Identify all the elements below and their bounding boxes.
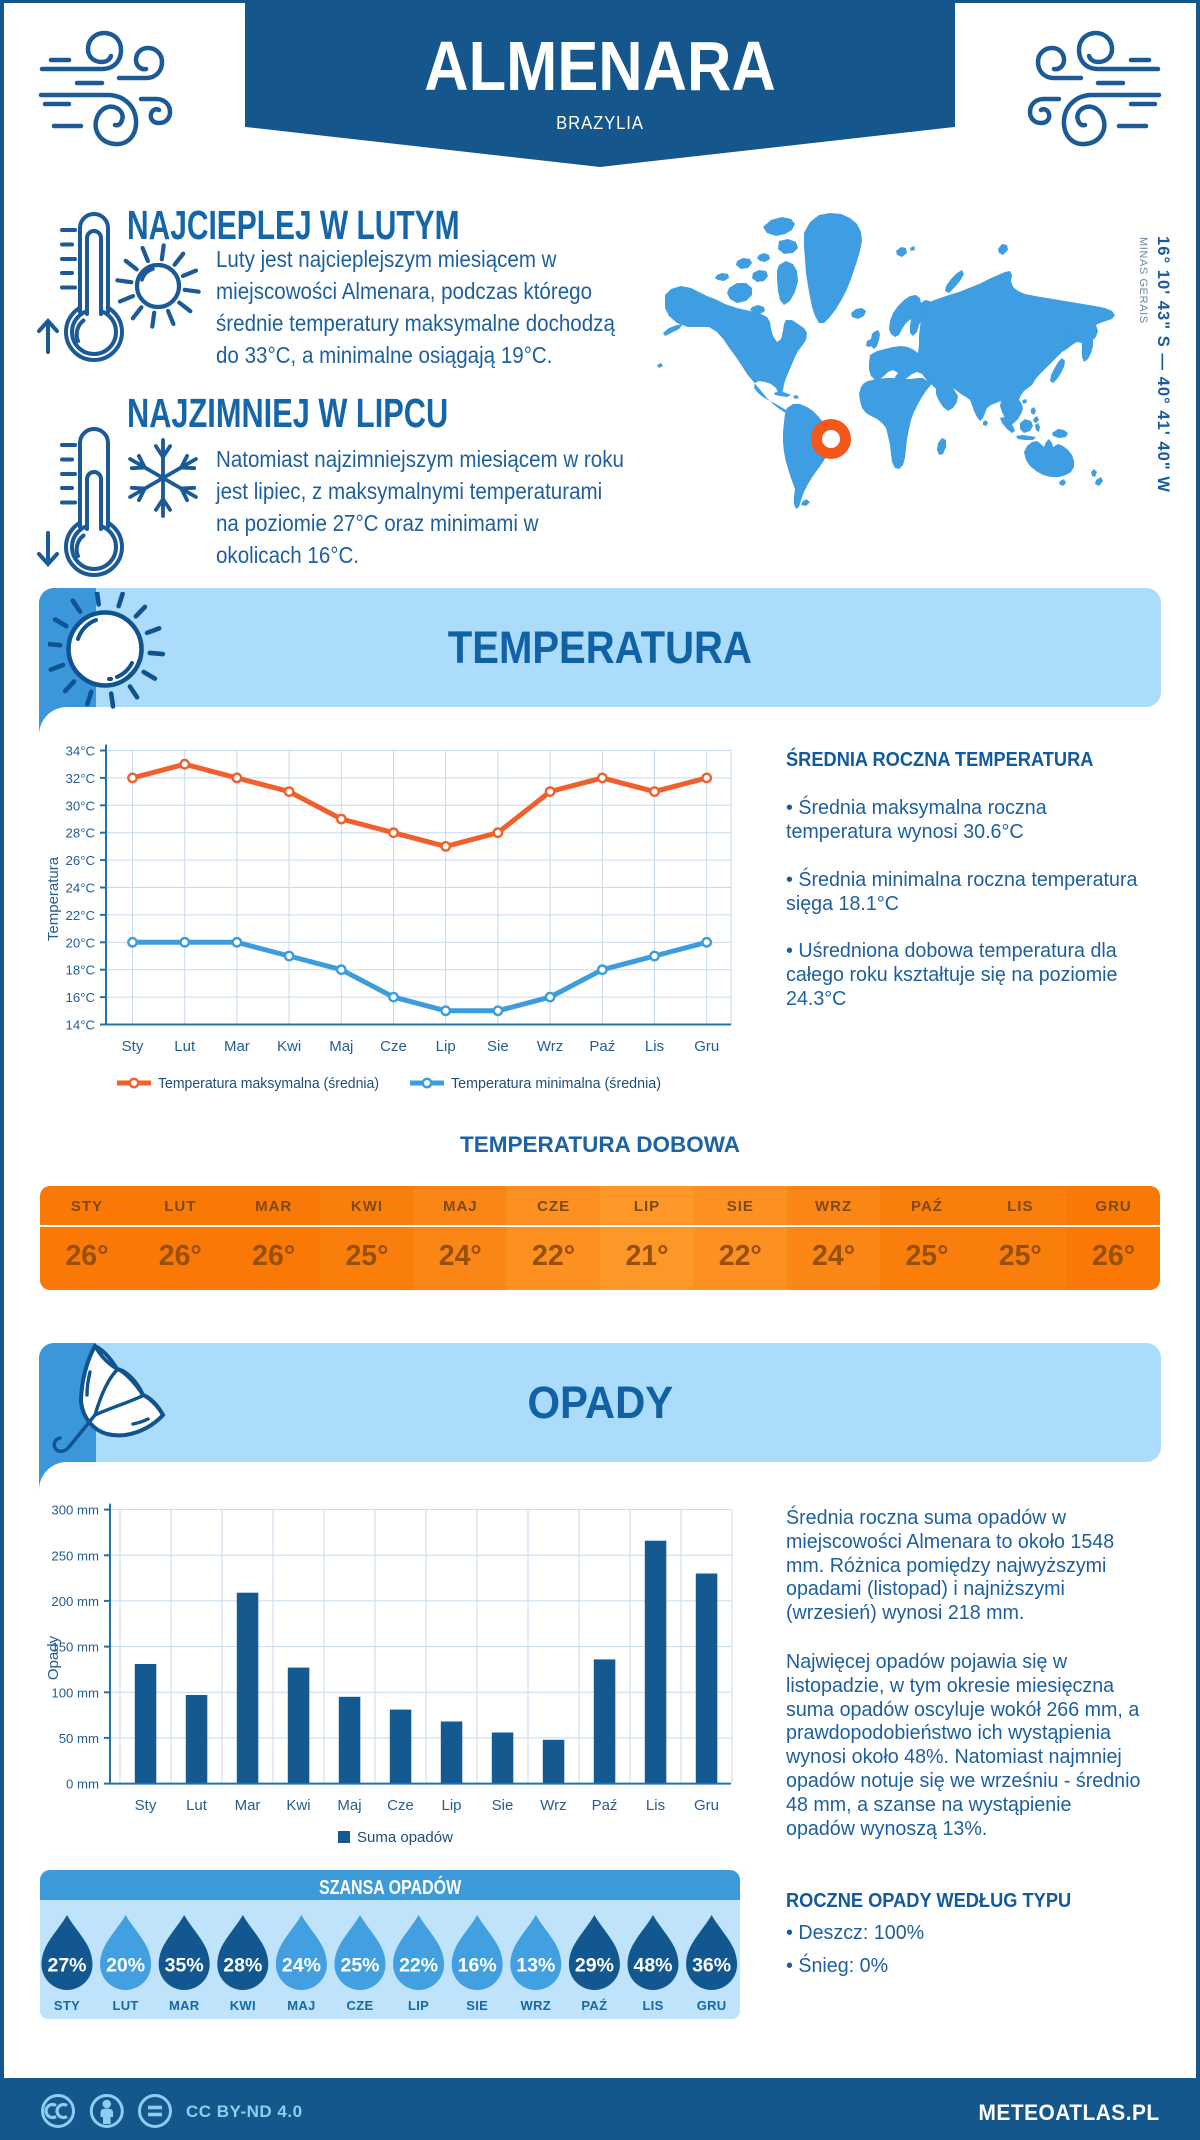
- svg-text:CZE: CZE: [347, 1998, 374, 2013]
- svg-text:Gru: Gru: [694, 1797, 719, 1814]
- svg-text:200 mm: 200 mm: [51, 1594, 99, 1609]
- svg-text:Sty: Sty: [122, 1038, 144, 1055]
- svg-text:Wrz: Wrz: [537, 1038, 563, 1055]
- svg-text:26°C: 26°C: [66, 853, 96, 868]
- svg-text:Suma opadów: Suma opadów: [357, 1829, 453, 1846]
- svg-text:300 mm: 300 mm: [51, 1503, 99, 1518]
- svg-text:Sie: Sie: [492, 1797, 514, 1814]
- svg-text:150 mm: 150 mm: [51, 1640, 99, 1655]
- svg-text:Maj: Maj: [337, 1797, 361, 1814]
- svg-text:25%: 25%: [340, 1955, 379, 1977]
- svg-text:22%: 22%: [399, 1955, 438, 1977]
- svg-text:LIP: LIP: [408, 1998, 429, 2013]
- svg-text:32°C: 32°C: [66, 771, 96, 786]
- svg-text:Lis: Lis: [645, 1038, 664, 1055]
- svg-text:Kwi: Kwi: [286, 1797, 310, 1814]
- svg-text:34°C: 34°C: [66, 744, 96, 759]
- svg-text:Temperatura maksymalna (średni: Temperatura maksymalna (średnia): [158, 1075, 379, 1092]
- svg-text:28°C: 28°C: [66, 826, 96, 841]
- svg-text:LUT: LUT: [113, 1998, 139, 2013]
- svg-text:13%: 13%: [516, 1955, 555, 1977]
- svg-text:100 mm: 100 mm: [51, 1685, 99, 1700]
- svg-text:Lip: Lip: [436, 1038, 456, 1055]
- svg-text:30°C: 30°C: [66, 798, 96, 813]
- svg-text:250 mm: 250 mm: [51, 1548, 99, 1563]
- svg-text:16%: 16%: [458, 1955, 497, 1977]
- svg-text:Sie: Sie: [487, 1038, 509, 1055]
- svg-text:36%: 36%: [692, 1955, 731, 1977]
- svg-text:Temperatura: Temperatura: [45, 856, 62, 941]
- svg-text:20%: 20%: [106, 1955, 145, 1977]
- svg-text:16°C: 16°C: [66, 990, 96, 1005]
- svg-text:Sty: Sty: [135, 1797, 157, 1814]
- svg-text:Mar: Mar: [235, 1797, 261, 1814]
- svg-text:Cze: Cze: [387, 1797, 414, 1814]
- svg-text:Lut: Lut: [186, 1797, 208, 1814]
- svg-text:MAJ: MAJ: [287, 1998, 315, 2013]
- svg-text:Lut: Lut: [174, 1038, 196, 1055]
- svg-text:Gru: Gru: [694, 1038, 719, 1055]
- svg-text:Maj: Maj: [329, 1038, 353, 1055]
- svg-text:SIE: SIE: [466, 1998, 488, 2013]
- svg-text:Paź: Paź: [592, 1797, 618, 1814]
- svg-text:14°C: 14°C: [66, 1018, 96, 1033]
- svg-text:Wrz: Wrz: [540, 1797, 566, 1814]
- svg-text:28%: 28%: [223, 1955, 262, 1977]
- svg-text:Mar: Mar: [224, 1038, 250, 1055]
- svg-text:27%: 27%: [47, 1955, 86, 1977]
- svg-text:Lis: Lis: [646, 1797, 665, 1814]
- svg-text:24%: 24%: [282, 1955, 321, 1977]
- svg-text:Temperatura minimalna (średnia: Temperatura minimalna (średnia): [451, 1075, 661, 1092]
- svg-text:KWI: KWI: [230, 1998, 256, 2013]
- svg-text:MAR: MAR: [169, 1998, 200, 2013]
- svg-text:20°C: 20°C: [66, 935, 96, 950]
- svg-text:Opady: Opady: [45, 1635, 62, 1680]
- svg-text:LIS: LIS: [642, 1998, 663, 2013]
- svg-text:48%: 48%: [633, 1955, 672, 1977]
- svg-text:PAŹ: PAŹ: [581, 1998, 607, 2013]
- svg-text:22°C: 22°C: [66, 908, 96, 923]
- svg-text:18°C: 18°C: [66, 963, 96, 978]
- svg-text:50 mm: 50 mm: [59, 1731, 99, 1746]
- svg-text:35%: 35%: [165, 1955, 204, 1977]
- svg-text:GRU: GRU: [697, 1998, 727, 2013]
- svg-text:Cze: Cze: [380, 1038, 407, 1055]
- svg-text:WRZ: WRZ: [521, 1998, 552, 2013]
- svg-text:24°C: 24°C: [66, 881, 96, 896]
- svg-text:Paź: Paź: [589, 1038, 615, 1055]
- svg-text:Kwi: Kwi: [277, 1038, 301, 1055]
- svg-text:Lip: Lip: [441, 1797, 461, 1814]
- svg-text:STY: STY: [54, 1998, 80, 2013]
- svg-text:29%: 29%: [575, 1955, 614, 1977]
- svg-text:0 mm: 0 mm: [66, 1777, 99, 1792]
